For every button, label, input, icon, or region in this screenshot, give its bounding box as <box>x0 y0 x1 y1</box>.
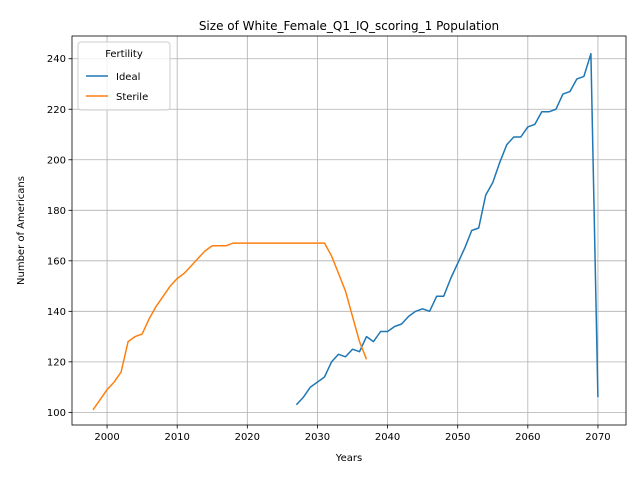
y-tick-label: 120 <box>47 357 66 368</box>
y-tick-label: 180 <box>47 206 66 217</box>
y-tick-label: 220 <box>47 105 66 116</box>
y-tick-label: 160 <box>47 256 66 267</box>
x-tick-label: 2040 <box>375 432 400 443</box>
legend: Fertility Ideal Sterile <box>77 41 171 111</box>
x-axis-label: Years <box>335 453 362 464</box>
x-tick-label: 2050 <box>445 432 470 443</box>
x-tick-label: 2060 <box>515 432 540 443</box>
series-lines <box>92 52 599 411</box>
series-line-ideal <box>295 52 599 406</box>
y-tick-label: 100 <box>47 408 66 419</box>
legend-label-sterile: Sterile <box>116 92 148 103</box>
x-tick-label: 2070 <box>585 432 610 443</box>
x-tick-label: 2020 <box>235 432 260 443</box>
x-tick-label: 2030 <box>305 432 330 443</box>
axis-ticks: 2000 2010 2020 2030 2040 2050 2060 2070 100 120 14… <box>47 54 611 443</box>
x-tick-label: 2000 <box>94 432 119 443</box>
y-tick-label: 240 <box>47 54 66 65</box>
y-tick-label: 140 <box>47 307 66 318</box>
chart-title: Size of White_Female_Q1_IQ_scoring_1 Pop… <box>199 19 499 33</box>
legend-box <box>77 41 171 111</box>
legend-title: Fertility <box>105 49 143 60</box>
series-line-sterile <box>92 242 368 411</box>
plot-frame <box>71 35 627 426</box>
x-tick-label: 2010 <box>164 432 189 443</box>
y-axis-label: Number of Americans <box>16 176 27 285</box>
legend-label-ideal: Ideal <box>116 72 140 83</box>
grid <box>72 36 626 425</box>
y-tick-label: 200 <box>47 155 66 166</box>
